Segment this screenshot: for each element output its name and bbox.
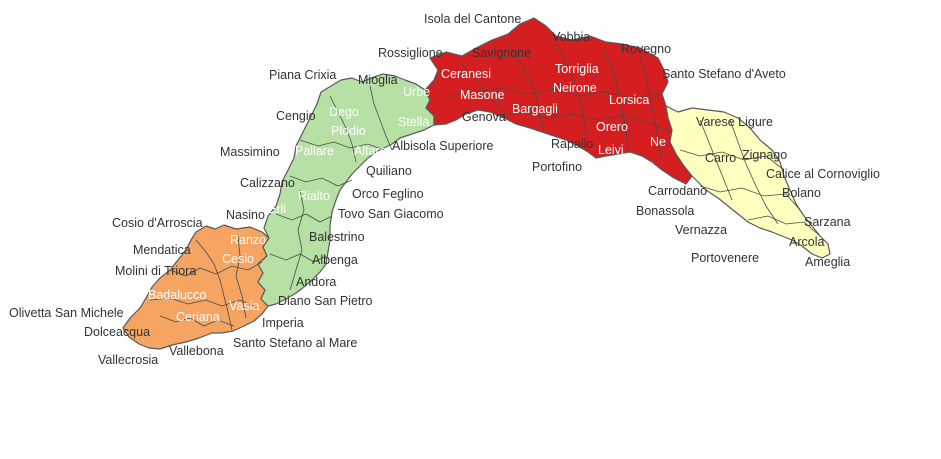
- label-orero: Orero: [596, 120, 628, 134]
- label-zignago: Zignago: [742, 148, 787, 162]
- label-dolceacqua: Dolceacqua: [84, 325, 150, 339]
- label-leivi: Leivi: [598, 143, 624, 157]
- label-mioglia: Mioglia: [358, 73, 398, 87]
- label-savignone: Savignone: [472, 46, 531, 60]
- label-cengio: Cengio: [276, 109, 316, 123]
- map-labels: Isola del Cantone Vobbia Rossiglione Sav…: [9, 12, 880, 367]
- label-piana-crixia: Piana Crixia: [269, 68, 336, 82]
- label-albenga: Albenga: [312, 253, 358, 267]
- label-badalucco: Badalucco: [148, 288, 206, 302]
- label-molini-di-triora: Molini di Triora: [115, 264, 196, 278]
- label-genova: Genova: [462, 110, 506, 124]
- label-cesio: Cesio: [222, 252, 254, 266]
- label-massimino: Massimino: [220, 145, 280, 159]
- label-andora: Andora: [296, 275, 336, 289]
- label-calice-al-cornoviglio: Calice al Cornoviglio: [766, 167, 880, 181]
- label-mendatica: Mendatica: [133, 243, 191, 257]
- label-vernazza: Vernazza: [675, 223, 727, 237]
- label-rapallo: Rapallo: [551, 137, 593, 151]
- label-carro: Carro: [705, 151, 736, 165]
- label-ceranesi: Ceranesi: [441, 67, 491, 81]
- label-stella: Stella: [398, 115, 429, 129]
- label-cosio-d-arroscia: Cosio d'Arroscia: [112, 216, 203, 230]
- label-vasia: Vasia: [229, 299, 259, 313]
- label-orco-feglino: Orco Feglino: [352, 187, 424, 201]
- label-dego: Dego: [329, 105, 359, 119]
- label-calizzano: Calizzano: [240, 176, 295, 190]
- label-isola-del-cantone: Isola del Cantone: [424, 12, 521, 26]
- label-santo-stefano-al-mare: Santo Stefano al Mare: [233, 336, 357, 350]
- label-urbe: Urbe: [403, 85, 430, 99]
- label-neirone: Neirone: [553, 81, 597, 95]
- label-portofino: Portofino: [532, 160, 582, 174]
- province-genova[interactable]: [424, 17, 693, 185]
- label-carrodano: Carrodano: [648, 184, 707, 198]
- province-la-spezia[interactable]: [665, 105, 831, 259]
- label-imperia: Imperia: [262, 316, 304, 330]
- label-quiliano: Quiliano: [366, 164, 412, 178]
- label-olivetta-san-michele: Olivetta San Michele: [9, 306, 124, 320]
- label-portovenere: Portovenere: [691, 251, 759, 265]
- label-masone: Masone: [460, 88, 505, 102]
- label-balestrino: Balestrino: [309, 230, 365, 244]
- label-ceriana: Ceriana: [176, 310, 220, 324]
- municipal-boundaries: [149, 43, 821, 331]
- label-ameglia: Ameglia: [805, 255, 850, 269]
- label-santo-stefano-d-aveto: Santo Stefano d'Aveto: [662, 67, 786, 81]
- label-altare: Altare: [354, 144, 387, 158]
- label-rossiglione: Rossiglione: [378, 46, 443, 60]
- label-bonassola: Bonassola: [636, 204, 694, 218]
- label-pallare: Pallare: [295, 144, 334, 158]
- label-plodio: Plodio: [331, 124, 366, 138]
- label-tovo-san-giacomo: Tovo San Giacomo: [338, 207, 444, 221]
- label-bargagli: Bargagli: [512, 102, 558, 116]
- label-erli: Erli: [268, 202, 286, 216]
- label-sarzana: Sarzana: [804, 215, 851, 229]
- label-ne: Ne: [650, 135, 666, 149]
- label-rovegno: Rovegno: [621, 42, 671, 56]
- label-nasino: Nasino: [226, 208, 265, 222]
- label-albisola-superiore: Albisola Superiore: [392, 139, 493, 153]
- label-vallecrosia: Vallecrosia: [98, 353, 158, 367]
- label-lorsica: Lorsica: [609, 93, 649, 107]
- label-vobbia: Vobbia: [552, 30, 590, 44]
- label-arcola: Arcola: [789, 235, 824, 249]
- label-diano-san-pietro: Diano San Pietro: [278, 294, 373, 308]
- label-varese-ligure: Varese Ligure: [696, 115, 773, 129]
- province-imperia[interactable]: [122, 224, 270, 350]
- label-vallebona: Vallebona: [169, 344, 224, 358]
- label-rialto: Rialto: [298, 189, 330, 203]
- label-bolano: Bolano: [782, 186, 821, 200]
- label-torriglia: Torriglia: [555, 62, 599, 76]
- label-ranzo: Ranzo: [230, 233, 266, 247]
